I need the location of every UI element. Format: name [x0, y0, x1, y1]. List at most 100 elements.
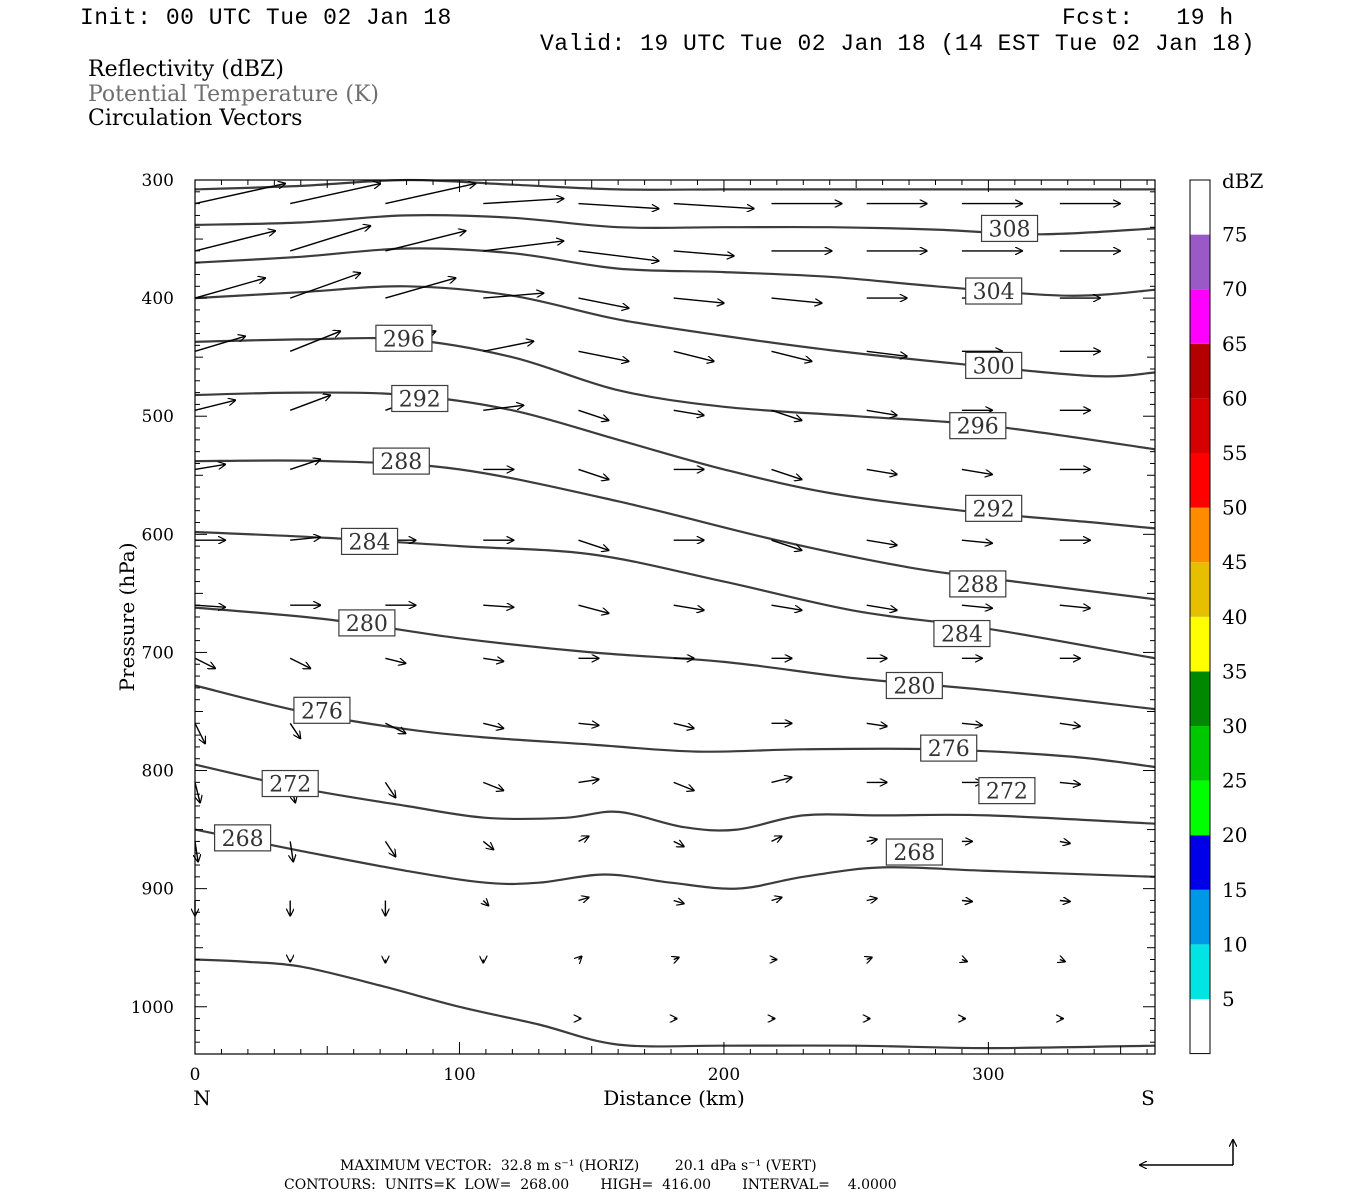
- colorbar-label: 75: [1222, 223, 1247, 247]
- x-tick-label: 100: [443, 1065, 475, 1085]
- circulation-vector: [1059, 901, 1070, 902]
- contour-label-292: 292: [973, 497, 1015, 522]
- circulation-vector: [290, 841, 293, 861]
- contour-label-box: [949, 570, 1007, 598]
- circulation-vector: [578, 409, 609, 420]
- contour-label-box: [293, 696, 351, 724]
- colorbar-segment: [1190, 780, 1210, 836]
- circulation-vector: [385, 722, 405, 733]
- contour-labels: 268 268 272 272 276 276 280 280 284 284 288 288 292 2…: [214, 214, 1039, 866]
- field-reflectivity-label: Reflectivity (dBZ): [88, 57, 284, 82]
- circulation-vector: [194, 336, 245, 352]
- contour-label-296: 296: [383, 327, 425, 352]
- isentrope-284: [194, 530, 1156, 660]
- x-axis-title: Distance (km): [603, 1086, 745, 1110]
- circulation-vector: [483, 658, 503, 661]
- y-tick-label: 300: [142, 171, 174, 191]
- init-time-label: Init: 00 UTC Tue 02 Jan 18: [80, 5, 452, 31]
- circulation-vector: [483, 293, 543, 299]
- circulation-vector: [673, 604, 704, 610]
- circulation-vector: [578, 350, 629, 361]
- circulation-vector: [866, 468, 897, 474]
- circulation-vector: [289, 273, 360, 299]
- contour-label-box: [391, 384, 449, 413]
- circulation-vector: [674, 958, 679, 960]
- colorbar-label: 30: [1222, 714, 1247, 738]
- colorbar-segment: [1190, 289, 1210, 344]
- contour-label-276: 276: [928, 737, 970, 762]
- circulation-vector: [482, 840, 493, 849]
- contour-label-box: [965, 351, 1023, 380]
- circulation-vector: [1059, 841, 1070, 843]
- x-tick-label: 0: [190, 1065, 201, 1085]
- isentrope-268: [194, 828, 1156, 890]
- contour-label-288: 288: [380, 450, 422, 475]
- y-tick-label: 400: [142, 289, 174, 309]
- contour-label-box: [261, 769, 319, 798]
- circulation-vector: [290, 537, 320, 540]
- circulation-vector: [771, 836, 782, 841]
- circulation-vector: [385, 657, 405, 663]
- circulation-vector: [578, 250, 659, 261]
- circulation-vector: [483, 341, 533, 352]
- contour-label-box: [978, 777, 1036, 805]
- circulation-vector: [1059, 605, 1090, 608]
- circulation-vector: [673, 297, 724, 303]
- circulation-vector: [771, 898, 782, 901]
- colorbar-segment: [1190, 507, 1210, 563]
- circulation-vector: [578, 202, 659, 209]
- contour-label-284: 284: [941, 623, 983, 648]
- circulation-vector: [384, 841, 395, 856]
- circulation-vector: [673, 722, 694, 728]
- colorbar-segment: [1190, 453, 1210, 508]
- colorbar-segment: [1190, 180, 1210, 235]
- contour-label-268: 268: [222, 827, 264, 852]
- colorbar-label: 40: [1222, 605, 1247, 629]
- circulation-vector: [194, 782, 200, 802]
- circulation-vector: [771, 604, 802, 610]
- contour-label-288: 288: [957, 573, 999, 598]
- circulation-vector: [579, 957, 582, 960]
- colorbar-title: dBZ: [1222, 169, 1264, 193]
- circulation-vector: [771, 777, 792, 784]
- contour-label-box: [965, 277, 1023, 305]
- colorbar-label: 55: [1222, 441, 1247, 465]
- circulation-vector: [961, 723, 982, 725]
- contour-label-272: 272: [269, 773, 311, 798]
- colorbar-segment: [1190, 726, 1210, 781]
- colorbar-segment: [1190, 343, 1210, 399]
- colorbar-segment: [1190, 398, 1210, 453]
- contour-label-box: [375, 324, 433, 352]
- contour-label-284: 284: [349, 530, 391, 555]
- circulation-vector: [866, 839, 877, 841]
- isentrope-276: [194, 684, 1156, 769]
- colorbar-segment: [1190, 234, 1210, 290]
- colorbar-segment: [1190, 616, 1210, 672]
- colorbar-segment: [1190, 999, 1210, 1054]
- contour-label-box: [214, 824, 272, 852]
- contour-label-box: [949, 412, 1007, 440]
- contour-label-276: 276: [301, 699, 343, 724]
- contour-label-296: 296: [957, 415, 999, 440]
- circulation-vector: [289, 395, 330, 411]
- circulation-vector: [771, 297, 822, 303]
- circulation-vector: [289, 459, 320, 471]
- circulation-vector: [578, 539, 609, 550]
- circulation-vector: [578, 898, 589, 901]
- field-potential-temperature-label: Potential Temperature (K): [88, 82, 379, 107]
- reference-vector: [1140, 1140, 1233, 1165]
- circulation-vector: [578, 604, 609, 613]
- colorbar-label: 60: [1222, 386, 1247, 410]
- colorbar-segment: [1190, 889, 1210, 945]
- y-axis-title: Pressure (hPa): [115, 543, 139, 692]
- circulation-vector: [866, 604, 897, 610]
- y-tick-label: 500: [142, 407, 174, 427]
- circulation-vector: [194, 231, 275, 252]
- contour-label-box: [340, 527, 399, 556]
- circulation-vector: [385, 278, 455, 299]
- circulation-vector: [290, 184, 380, 205]
- axis-labels: Distance (km) Pressure (hPa) N S: [115, 543, 1155, 1110]
- contour-label-292: 292: [399, 388, 441, 413]
- y-tick-label: 600: [142, 525, 174, 545]
- circulation-vector: [867, 958, 872, 960]
